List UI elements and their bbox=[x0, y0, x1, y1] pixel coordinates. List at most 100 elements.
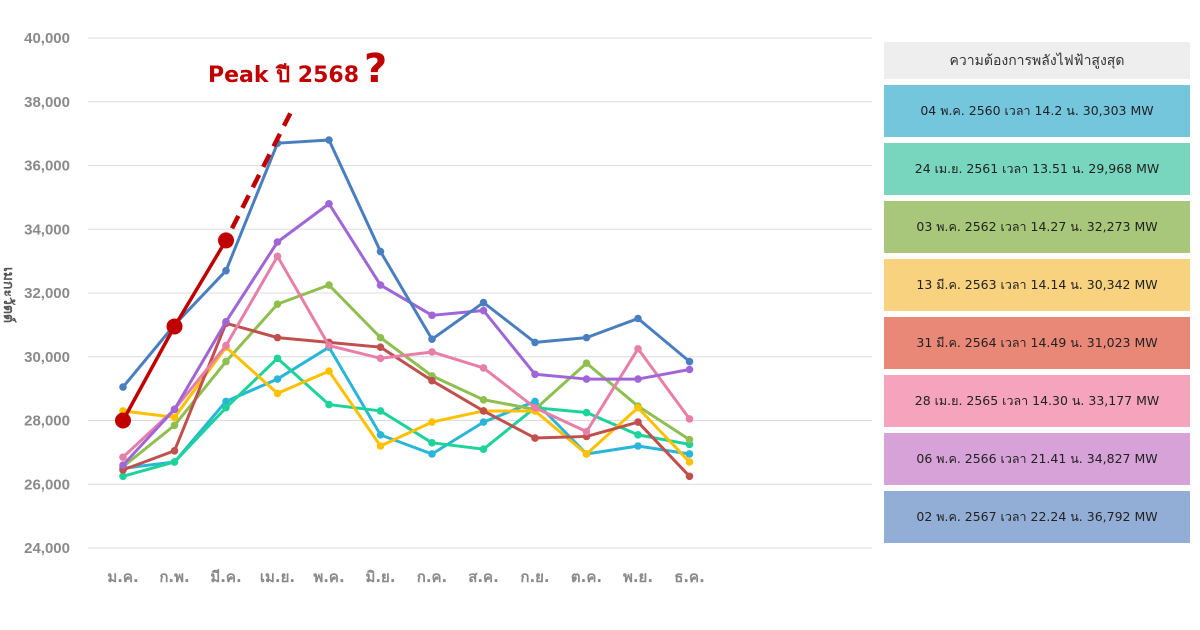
x-tick-label: ก.พ. bbox=[159, 568, 189, 586]
data-point bbox=[376, 333, 385, 342]
data-point bbox=[428, 348, 436, 356]
data-point bbox=[685, 365, 694, 374]
data-point bbox=[634, 403, 642, 412]
series-line bbox=[121, 283, 691, 469]
data-point bbox=[325, 199, 333, 208]
series-line bbox=[121, 356, 691, 478]
data-point bbox=[634, 442, 642, 450]
data-point bbox=[170, 413, 179, 422]
legend-item: 24 เม.ย. 2561 เวลา 13.51 น. 29,968 MW bbox=[884, 143, 1190, 195]
x-tick-label: พ.ย. bbox=[623, 568, 653, 586]
data-point bbox=[222, 341, 230, 350]
legend-item: 03 พ.ค. 2562 เวลา 14.27 น. 32,273 MW bbox=[884, 201, 1190, 253]
data-point bbox=[479, 445, 488, 453]
y-axis-label: เมกะวัตต์ bbox=[0, 267, 17, 323]
data-point bbox=[531, 434, 539, 442]
series-line bbox=[121, 202, 691, 467]
data-point bbox=[634, 314, 642, 323]
data-point bbox=[222, 317, 230, 326]
x-tick-label: ส.ค. bbox=[468, 568, 499, 586]
data-point bbox=[170, 458, 179, 466]
data-point bbox=[428, 450, 436, 458]
data-point bbox=[376, 407, 385, 415]
data-point bbox=[479, 298, 488, 307]
forecast-dashed-extension bbox=[229, 107, 295, 230]
data-point bbox=[222, 403, 230, 412]
data-point bbox=[428, 311, 436, 320]
data-point bbox=[273, 375, 282, 383]
data-point bbox=[376, 281, 385, 289]
question-mark-annotation: ? bbox=[364, 46, 387, 92]
legend-item: 31 มี.ค. 2564 เวลา 14.49 น. 31,023 MW bbox=[884, 317, 1190, 369]
x-tick-label: ก.ย. bbox=[520, 568, 549, 586]
data-point bbox=[685, 435, 694, 444]
data-point bbox=[325, 136, 333, 144]
data-point bbox=[582, 359, 591, 367]
data-point bbox=[479, 418, 488, 426]
data-point bbox=[634, 431, 642, 439]
legend-item: 13 มี.ค. 2563 เวลา 14.14 น. 30,342 MW bbox=[884, 259, 1190, 311]
data-point bbox=[325, 367, 333, 375]
data-point bbox=[634, 344, 642, 353]
forecast-point bbox=[218, 232, 234, 249]
data-point bbox=[685, 415, 694, 423]
x-tick-label: ต.ค. bbox=[571, 568, 602, 586]
y-tick-label: 34,000 bbox=[24, 221, 70, 238]
data-point bbox=[531, 403, 539, 412]
data-point bbox=[170, 421, 179, 430]
data-point bbox=[222, 397, 230, 406]
y-tick-label: 28,000 bbox=[24, 413, 70, 430]
y-tick-label: 32,000 bbox=[24, 285, 70, 302]
series-line bbox=[121, 254, 691, 459]
data-point bbox=[634, 375, 642, 383]
data-point bbox=[325, 341, 333, 350]
data-point bbox=[273, 300, 282, 308]
data-point bbox=[376, 247, 385, 256]
forecast-point bbox=[166, 318, 183, 335]
series-line bbox=[121, 345, 691, 470]
data-point bbox=[325, 400, 333, 409]
legend-items: 04 พ.ค. 2560 เวลา 14.2 น. 30,303 MW 24 เม… bbox=[884, 85, 1190, 543]
data-point bbox=[376, 431, 385, 439]
data-point bbox=[582, 450, 591, 458]
data-point bbox=[376, 343, 385, 351]
data-point bbox=[273, 354, 282, 363]
data-point bbox=[170, 446, 179, 455]
data-point bbox=[582, 408, 591, 417]
data-point bbox=[222, 357, 230, 366]
y-tick-label: 40,000 bbox=[24, 30, 70, 47]
data-point bbox=[531, 338, 539, 347]
series-line bbox=[121, 138, 691, 389]
y-tick-label: 38,000 bbox=[24, 94, 70, 111]
data-point bbox=[170, 405, 179, 414]
data-point bbox=[325, 281, 333, 289]
data-point bbox=[222, 266, 230, 275]
data-point bbox=[376, 442, 385, 450]
forecast-point bbox=[115, 412, 131, 429]
x-tick-label: ธ.ค. bbox=[674, 568, 705, 586]
y-tick-label: 26,000 bbox=[24, 476, 70, 493]
data-point bbox=[119, 453, 127, 461]
y-tick-label: 30,000 bbox=[24, 349, 70, 366]
data-point bbox=[428, 335, 436, 344]
y-tick-label: 24,000 bbox=[24, 540, 70, 557]
data-point bbox=[119, 472, 127, 481]
legend-item: 04 พ.ค. 2560 เวลา 14.2 น. 30,303 MW bbox=[884, 85, 1190, 137]
data-point bbox=[376, 354, 385, 363]
data-point bbox=[119, 461, 127, 469]
data-point bbox=[273, 333, 282, 342]
data-point bbox=[685, 357, 694, 366]
legend-panel: ความต้องการพลังไฟฟ้าสูงสุด 04 พ.ค. 2560 … bbox=[884, 42, 1190, 549]
data-point bbox=[582, 333, 591, 342]
data-point bbox=[531, 397, 539, 406]
data-point bbox=[531, 370, 539, 379]
data-point bbox=[428, 439, 436, 447]
legend-item: 06 พ.ค. 2566 เวลา 21.41 น. 34,827 MW bbox=[884, 433, 1190, 485]
data-point bbox=[582, 427, 591, 436]
legend-item: 28 เม.ย. 2565 เวลา 14.30 น. 33,177 MW bbox=[884, 375, 1190, 427]
legend-item: 02 พ.ค. 2567 เวลา 22.24 น. 36,792 MW bbox=[884, 491, 1190, 543]
data-point bbox=[479, 395, 488, 404]
x-tick-label: มี.ค. bbox=[210, 568, 241, 586]
data-point bbox=[685, 458, 694, 466]
data-point bbox=[119, 383, 127, 391]
